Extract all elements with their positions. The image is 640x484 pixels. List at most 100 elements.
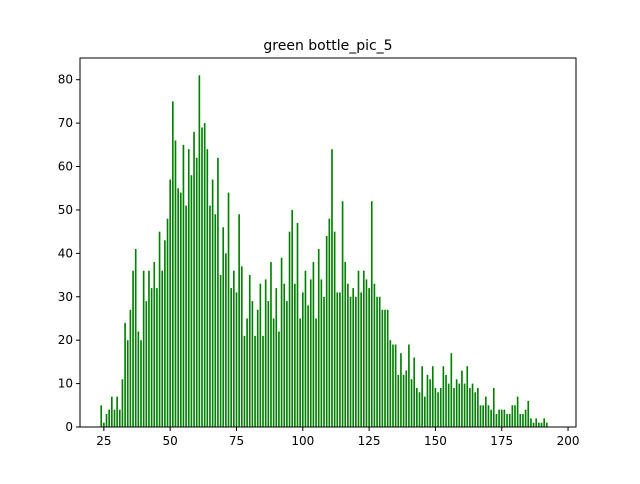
bar <box>336 292 339 427</box>
bar <box>463 383 466 427</box>
bar <box>434 387 437 427</box>
bar <box>214 214 217 427</box>
bar <box>389 340 392 427</box>
bar <box>209 205 211 427</box>
bar <box>174 140 177 428</box>
bar <box>413 357 416 427</box>
bar <box>429 379 431 427</box>
bar <box>121 379 124 427</box>
bar <box>230 288 232 427</box>
bar <box>301 292 304 427</box>
bar <box>408 344 410 427</box>
y-tick-label: 60 <box>58 160 73 174</box>
bar <box>185 205 187 427</box>
bar <box>402 374 405 427</box>
bar <box>384 309 386 427</box>
bar <box>116 396 118 427</box>
bar <box>320 279 323 427</box>
bar <box>325 235 328 427</box>
bar <box>193 131 195 428</box>
bar <box>471 383 474 427</box>
bar <box>118 409 121 427</box>
y-tick-label: 30 <box>58 290 73 304</box>
x-tick-label: 50 <box>163 434 178 448</box>
bar <box>466 366 469 427</box>
bar <box>522 413 524 427</box>
bar <box>426 374 429 427</box>
bar <box>275 288 278 427</box>
bar <box>474 392 477 427</box>
bar <box>105 413 108 427</box>
bar <box>206 149 209 427</box>
bar <box>256 309 259 427</box>
bar <box>225 253 227 427</box>
bar <box>508 413 511 427</box>
bar <box>349 296 352 427</box>
bar <box>134 249 137 427</box>
bar <box>182 144 185 427</box>
bar <box>264 279 267 427</box>
bar <box>203 123 206 428</box>
bar <box>439 387 442 427</box>
x-tick-label: 25 <box>96 434 111 448</box>
axes-layer: 25 50 75 100 125 150 175 200 0 10 20 30 40 50 60 70 80 <box>58 57 580 448</box>
bar <box>172 101 174 427</box>
bar <box>328 218 331 427</box>
bar <box>535 418 538 427</box>
bar <box>315 318 317 427</box>
bar <box>177 188 179 427</box>
bar <box>516 396 519 427</box>
bar <box>352 288 355 427</box>
bar <box>240 266 243 427</box>
bar <box>259 283 262 427</box>
bar <box>132 270 134 427</box>
bar <box>288 231 291 427</box>
bar <box>235 292 238 427</box>
bar <box>546 422 548 427</box>
bar <box>490 409 492 427</box>
bar <box>447 383 450 427</box>
bar <box>158 231 161 427</box>
bar <box>362 270 365 427</box>
bar <box>477 387 479 427</box>
bar <box>222 227 225 427</box>
bar <box>291 209 294 427</box>
bar <box>140 340 142 427</box>
bar <box>187 149 190 427</box>
bar <box>286 301 288 427</box>
bar <box>195 157 198 427</box>
y-tick-label: 80 <box>58 73 73 87</box>
x-tick-label: 125 <box>358 434 381 448</box>
y-tick-label: 40 <box>58 246 73 260</box>
bar <box>455 379 458 427</box>
bar <box>357 270 360 427</box>
bar <box>137 331 140 427</box>
y-tick-label: 10 <box>58 377 73 391</box>
bar <box>421 366 423 427</box>
bar <box>179 192 182 427</box>
bar <box>347 283 349 427</box>
bar <box>445 374 447 427</box>
x-tick-label: 200 <box>557 434 580 448</box>
bar <box>145 301 148 427</box>
bar <box>243 335 246 427</box>
bar <box>166 218 169 427</box>
bar <box>530 418 532 427</box>
bar <box>111 396 113 427</box>
bar <box>365 279 368 427</box>
bar <box>198 75 201 428</box>
bar <box>270 262 272 427</box>
bar <box>511 405 514 427</box>
bar <box>280 257 283 427</box>
bar <box>153 262 156 427</box>
bar <box>339 292 341 427</box>
bar <box>418 392 421 427</box>
bar <box>368 288 370 427</box>
bar <box>219 275 222 427</box>
bar <box>129 309 132 427</box>
x-tick-label: 150 <box>424 434 447 448</box>
bar <box>217 157 219 427</box>
bar <box>294 283 296 427</box>
bar <box>309 279 312 427</box>
